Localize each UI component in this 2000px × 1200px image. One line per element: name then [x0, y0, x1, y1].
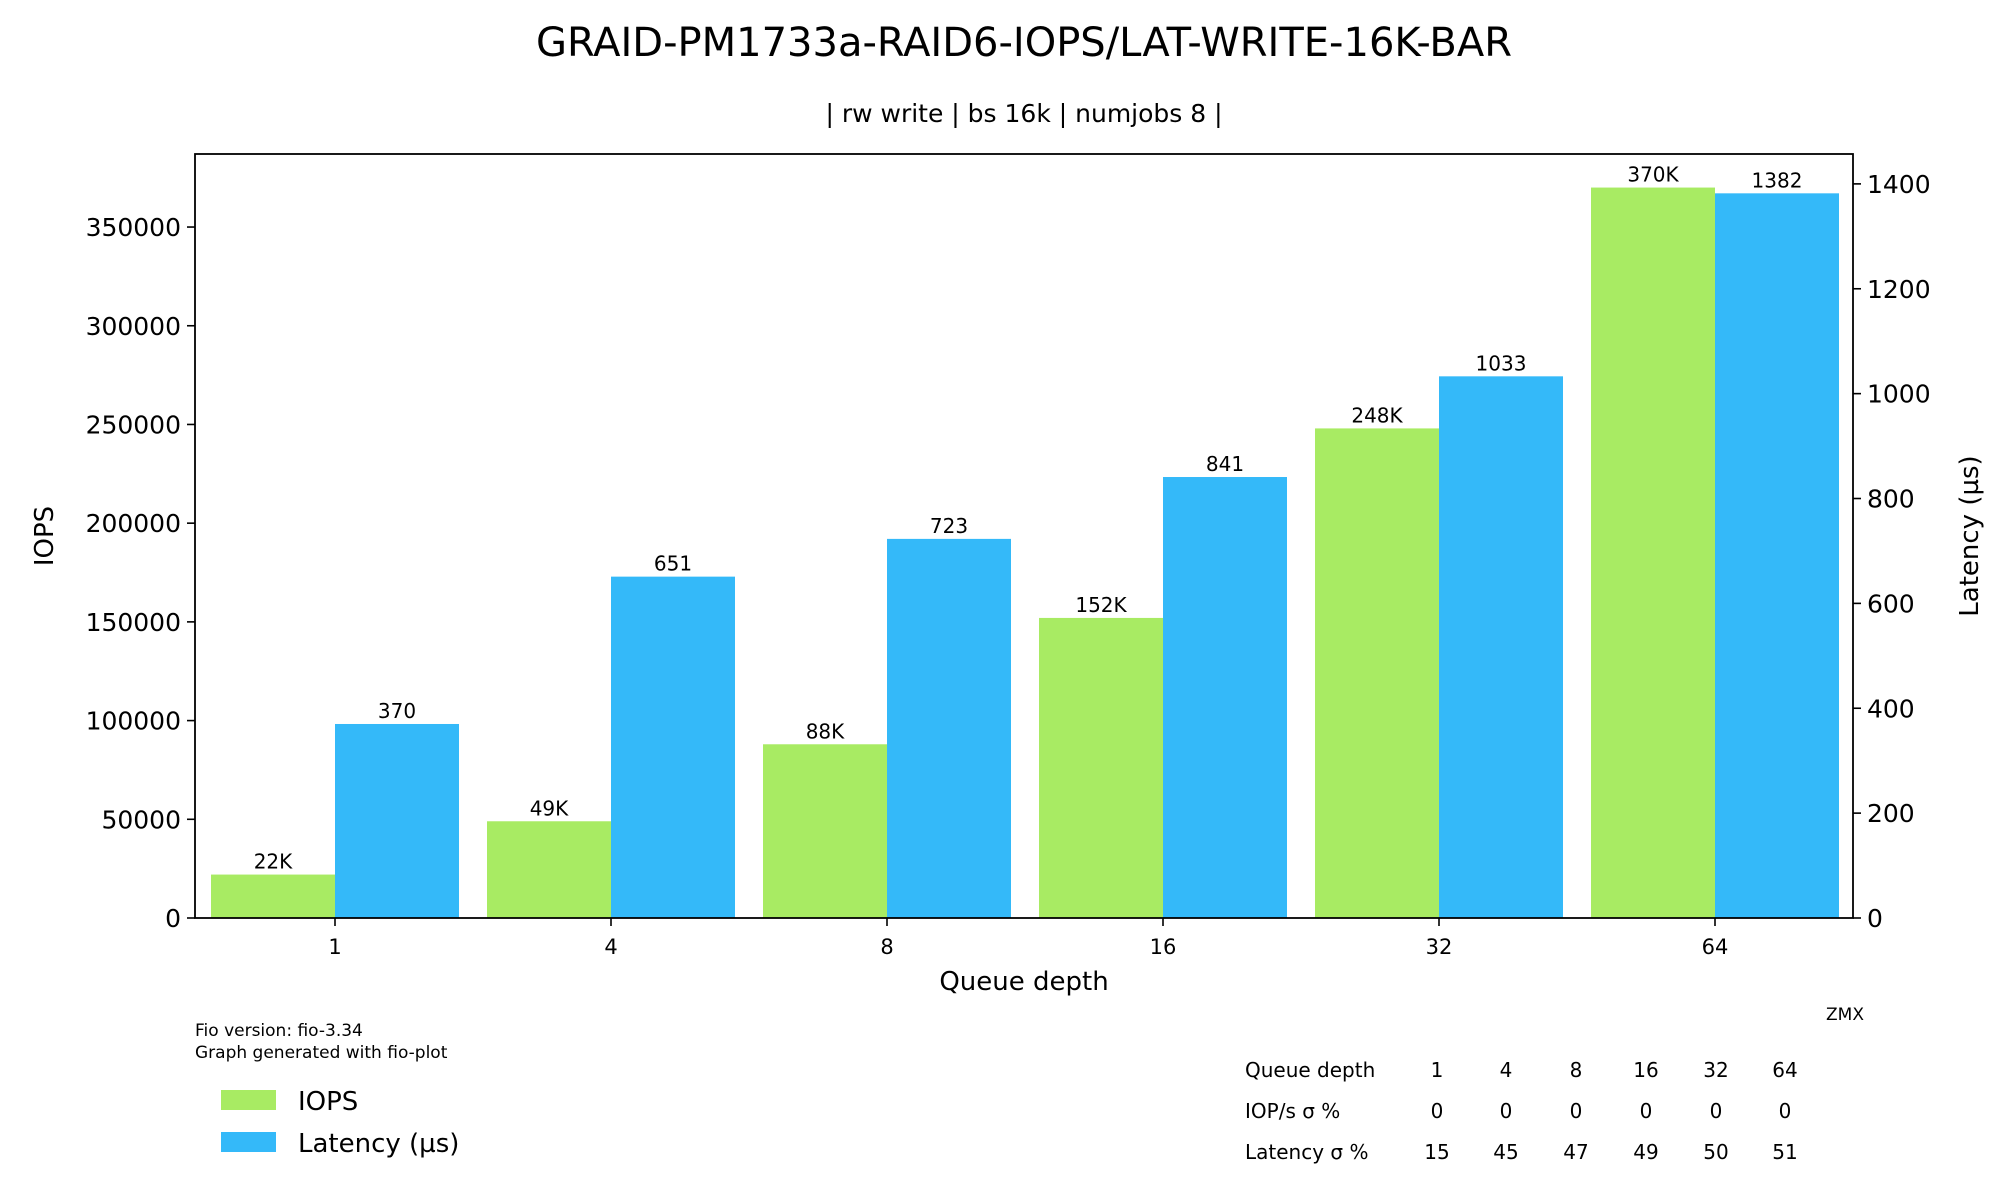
bar-latency-qd-16 [1163, 477, 1287, 918]
table-cell: 0 [1500, 1099, 1513, 1123]
table-cell: 0 [1640, 1099, 1653, 1123]
table-cell: 45 [1493, 1140, 1518, 1164]
y2-tick-label: 400 [1867, 694, 1915, 723]
data-label-iops-qd-8: 88K [806, 719, 845, 743]
table-row-label: Queue depth [1245, 1058, 1375, 1082]
x-tick-label: 4 [604, 935, 617, 959]
table-cell: 0 [1570, 1099, 1583, 1123]
legend-label-iops: IOPS [298, 1087, 358, 1117]
y-axis-label: IOPS [30, 506, 60, 566]
legend-swatch-iops [221, 1090, 276, 1110]
table-row-label: Latency σ % [1245, 1140, 1368, 1164]
bar-latency-qd-32 [1439, 376, 1563, 918]
y-axis-left: 0 50000 100000 150000 200000 250000 300000 3500… [86, 213, 195, 933]
x-tick-label: 64 [1702, 935, 1729, 959]
table-cell: 0 [1710, 1099, 1723, 1123]
y2-axis-label: Latency (µs) [1955, 455, 1985, 616]
x-axis: 1 4 8 16 32 64 [328, 918, 1728, 959]
x-tick-label: 32 [1426, 935, 1453, 959]
y2-tick-label: 0 [1867, 904, 1883, 933]
data-label-iops-qd-64: 370K [1627, 163, 1679, 187]
legend-label-latency: Latency (µs) [298, 1129, 459, 1159]
table-cell: 47 [1563, 1140, 1588, 1164]
table-cell: 0 [1431, 1099, 1444, 1123]
x-axis-label: Queue depth [939, 967, 1108, 997]
data-label-latency-qd-4: 651 [654, 552, 692, 576]
data-label-iops-qd-16: 152K [1075, 593, 1127, 617]
bar-iops-qd-4 [487, 821, 611, 918]
y-tick-label: 300000 [86, 312, 181, 341]
table-cell: 32 [1703, 1058, 1728, 1082]
bar-latency-qd-1 [335, 723, 459, 918]
table-cell: 49 [1633, 1140, 1658, 1164]
generated-with-text: Graph generated with fio-plot [195, 1043, 448, 1063]
data-labels-group: 22K 370 49K 651 88K 723 152K 841 248K 1033 370K 138… [254, 163, 1803, 874]
bar-iops-qd-16 [1039, 617, 1163, 918]
legend-swatch-latency [221, 1132, 276, 1152]
x-tick-label: 1 [328, 935, 341, 959]
y-tick-label: 350000 [86, 213, 181, 242]
table-cell: 50 [1703, 1140, 1728, 1164]
y2-tick-label: 1000 [1867, 380, 1931, 409]
bar-latency-qd-64 [1715, 193, 1839, 918]
table-cell: 15 [1424, 1140, 1449, 1164]
plot-frame [194, 153, 1854, 919]
table-row-label: IOP/s σ % [1245, 1099, 1340, 1123]
y-tick-label: 150000 [86, 608, 181, 637]
y-tick-label: 50000 [101, 805, 181, 834]
x-tick-label: 16 [1150, 935, 1177, 959]
table-cell: 8 [1570, 1058, 1583, 1082]
y-tick-label: 100000 [86, 707, 181, 736]
fio-version-text: Fio version: fio-3.34 [195, 1021, 363, 1041]
y2-tick-label: 1400 [1867, 170, 1931, 199]
bar-latency-qd-4 [611, 576, 735, 918]
bar-iops-qd-32 [1315, 428, 1439, 918]
bar-iops-qd-1 [211, 874, 335, 918]
data-label-latency-qd-64: 1382 [1752, 168, 1803, 192]
y-tick-label: 200000 [86, 509, 181, 538]
y-axis-right: 0 200 400 600 800 1000 1200 1400 [1853, 170, 1931, 933]
table-cell: 4 [1500, 1058, 1513, 1082]
data-label-latency-qd-16: 841 [1206, 452, 1244, 476]
y2-tick-label: 1200 [1867, 275, 1931, 304]
table-cell: 1 [1431, 1058, 1444, 1082]
bars-group [211, 187, 1839, 918]
y-tick-label: 250000 [86, 410, 181, 439]
table-cell: 0 [1779, 1099, 1792, 1123]
data-label-latency-qd-8: 723 [930, 514, 968, 538]
data-label-iops-qd-32: 248K [1351, 403, 1403, 427]
x-tick-label: 8 [880, 935, 893, 959]
legend: IOPS Latency (µs) [221, 1087, 459, 1159]
table-cell: 16 [1633, 1058, 1658, 1082]
table-cell: 51 [1772, 1140, 1797, 1164]
data-label-iops-qd-1: 22K [254, 850, 293, 874]
chart-subtitle: | rw write | bs 16k | numjobs 8 | [825, 99, 1222, 128]
data-label-iops-qd-4: 49K [530, 796, 569, 820]
author-text: ZMX [1826, 1005, 1864, 1025]
bar-iops-qd-64 [1591, 187, 1715, 918]
bar-iops-qd-8 [763, 744, 887, 918]
table-cell: 64 [1772, 1058, 1797, 1082]
stats-table: Queue depth 1 4 8 16 32 64 IOP/s σ % 0 0 0 0 0 0 Laten… [1245, 1058, 1798, 1164]
bar-latency-qd-8 [887, 538, 1011, 918]
y-tick-label: 0 [165, 904, 181, 933]
y2-tick-label: 200 [1867, 799, 1915, 828]
data-label-latency-qd-32: 1033 [1476, 351, 1527, 375]
y2-tick-label: 600 [1867, 589, 1915, 618]
data-label-latency-qd-1: 370 [378, 699, 416, 723]
chart-title: GRAID-PM1733a-RAID6-IOPS/LAT-WRITE-16K-B… [536, 20, 1512, 66]
y2-tick-label: 800 [1867, 485, 1915, 514]
